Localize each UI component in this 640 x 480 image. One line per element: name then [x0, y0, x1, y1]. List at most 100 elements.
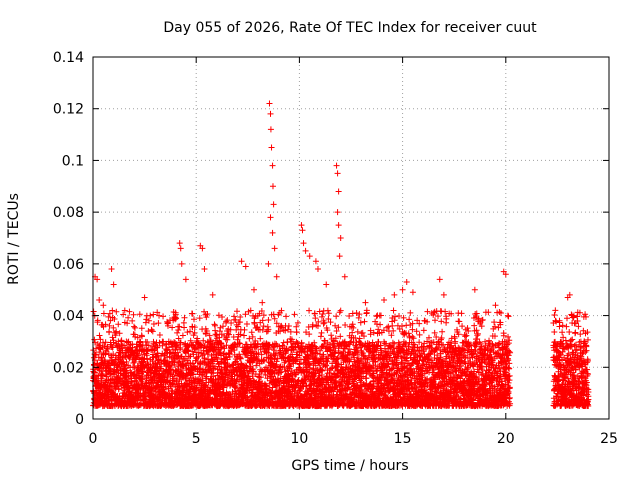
data-point — [175, 335, 182, 342]
data-point — [147, 312, 154, 319]
data-point — [134, 334, 141, 341]
data-point — [174, 329, 181, 336]
data-point — [325, 310, 332, 317]
data-point — [219, 314, 226, 321]
data-point — [156, 339, 163, 346]
data-point — [217, 324, 224, 331]
data-point — [144, 360, 151, 367]
data-point — [237, 314, 244, 321]
data-point — [373, 313, 380, 320]
data-point — [208, 352, 215, 359]
data-point — [218, 358, 225, 365]
data-point — [166, 366, 173, 373]
data-point — [389, 322, 396, 329]
data-point — [232, 317, 239, 324]
data-point — [200, 369, 207, 376]
data-point — [99, 368, 106, 375]
data-point — [118, 337, 125, 344]
data-point — [216, 334, 223, 341]
data-point — [206, 332, 213, 339]
data-point — [145, 317, 152, 324]
data-point — [243, 320, 250, 327]
data-point — [240, 332, 247, 339]
data-point — [110, 324, 117, 331]
data-point — [156, 331, 163, 338]
data-point — [110, 337, 117, 344]
data-point — [99, 372, 106, 379]
data-point — [136, 311, 143, 318]
data-point — [260, 323, 267, 330]
data-point — [201, 308, 208, 315]
data-point — [100, 310, 107, 317]
data-point — [409, 333, 416, 340]
data-point — [138, 333, 145, 340]
data-point — [178, 380, 185, 387]
chart-title: Day 055 of 2026, Rate Of TEC Index for r… — [163, 20, 537, 36]
data-point — [143, 316, 150, 323]
data-point — [416, 331, 423, 338]
data-point — [149, 328, 156, 335]
data-point — [293, 329, 300, 336]
data-point — [291, 311, 298, 318]
data-point — [174, 349, 181, 356]
data-point — [105, 313, 112, 320]
data-point — [131, 324, 138, 331]
data-point — [132, 333, 139, 340]
data-point — [110, 351, 117, 358]
data-point — [123, 350, 130, 357]
data-point — [153, 344, 160, 351]
data-point — [328, 332, 335, 339]
data-point — [377, 312, 384, 319]
data-point — [99, 339, 106, 346]
data-point — [361, 318, 368, 325]
data-point — [113, 308, 120, 315]
data-point — [107, 365, 114, 372]
data-point — [126, 308, 133, 315]
data-point — [332, 322, 339, 329]
data-point — [209, 360, 216, 367]
data-point — [181, 324, 188, 331]
data-point — [187, 328, 194, 335]
data-point — [92, 351, 99, 358]
data-point — [213, 354, 220, 361]
data-point — [103, 373, 110, 380]
data-point — [120, 311, 127, 318]
data-point — [177, 339, 184, 346]
data-point — [148, 327, 155, 334]
data-point — [109, 307, 116, 314]
data-point — [135, 351, 142, 358]
data-point — [111, 316, 118, 323]
data-point — [154, 367, 161, 374]
data-point — [123, 358, 130, 365]
data-point — [211, 321, 218, 328]
data-point — [106, 328, 113, 335]
data-point — [405, 330, 412, 337]
data-point — [223, 318, 230, 325]
data-point — [227, 326, 234, 333]
data-point — [390, 307, 397, 314]
data-point — [217, 349, 224, 356]
data-point — [234, 308, 241, 315]
data-point — [333, 313, 340, 320]
data-point — [354, 328, 361, 335]
data-point — [359, 329, 366, 336]
data-point — [317, 333, 324, 340]
data-point — [216, 328, 223, 335]
data-point — [96, 349, 103, 356]
data-point — [204, 311, 211, 318]
data-point — [155, 320, 162, 327]
data-point — [137, 338, 144, 345]
data-point — [94, 317, 101, 324]
data-point — [241, 326, 248, 333]
data-point — [324, 307, 331, 314]
data-point — [248, 329, 255, 336]
data-point — [176, 323, 183, 330]
data-point — [131, 358, 138, 365]
data-point — [226, 353, 233, 360]
grid-lines — [93, 57, 609, 419]
data-point — [150, 320, 157, 327]
data-point — [190, 351, 197, 358]
data-point — [318, 329, 325, 336]
data-point — [226, 331, 233, 338]
